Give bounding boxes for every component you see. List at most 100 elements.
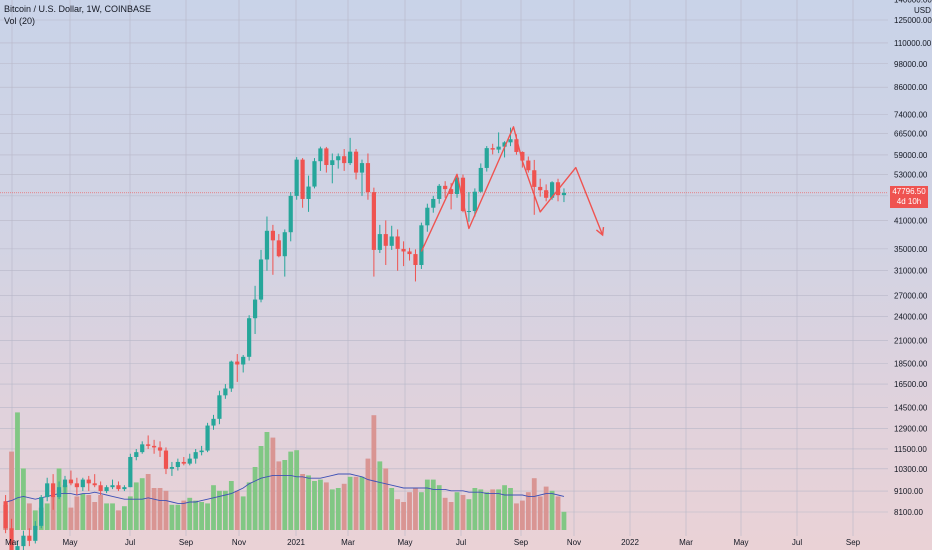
candle [348,137,353,166]
last-price-value: 47796.50 [892,187,926,196]
candle [336,153,341,169]
candle [3,495,8,534]
currency-label: USD [914,6,931,15]
candle [437,184,442,204]
volume-bar [32,510,38,530]
y-tick-label: 27000.00 [894,292,928,301]
candle-body [140,444,145,453]
candle-body [157,447,163,451]
volume-bar [252,467,258,530]
volume-bar [454,492,460,530]
candle-body [330,160,335,166]
x-tick-label: Nov [232,538,246,547]
candle-body [9,528,14,550]
candle [472,188,477,217]
candle [9,518,14,550]
volume-bar [15,412,20,530]
y-tick-label: 24000.00 [894,313,928,322]
y-tick-label: 98000.00 [894,60,928,69]
volume-bar [258,446,264,530]
candle-body [175,461,180,468]
volume-bar [478,489,484,530]
volume-bar [395,499,401,530]
volume-bar [525,492,531,530]
volume-bar [181,500,187,530]
candle [217,390,222,425]
candle [276,234,281,258]
candle [353,148,359,180]
volume-bar [484,492,490,530]
candle-body [86,479,91,484]
candle-body [549,182,555,198]
candle [300,158,305,208]
candle-body [496,146,501,150]
candle-body [45,483,50,498]
candle-body [128,456,133,488]
candle-body [389,236,394,246]
y-tick-label: 140000.00 [894,0,932,5]
volume-bar [460,495,466,530]
volume-bar [371,415,377,530]
candle [538,178,543,197]
candle-body [419,225,424,265]
volume-bar [270,437,276,530]
candle-body [365,163,371,193]
y-tick-label: 10300.00 [894,465,928,474]
volume-bar [549,490,555,530]
candle-body [33,525,38,541]
candle [312,158,317,189]
candle [163,447,169,475]
candle [169,461,175,476]
volume-bar [294,450,300,530]
candle-body [538,186,543,191]
x-tick-label: May [397,538,412,547]
candle-body [134,452,139,457]
y-tick-label: 86000.00 [894,83,928,92]
candle [383,220,388,265]
volume-bar [323,482,329,530]
candle [229,360,234,392]
candle-body [342,156,347,164]
y-tick-label: 66500.00 [894,129,928,138]
candle [389,225,394,250]
volume-bar [80,493,86,530]
y-tick-label: 59000.00 [894,151,928,160]
candle [264,216,270,271]
candle [104,485,109,494]
volume-bar [98,495,104,530]
volume-bar [442,497,448,530]
volume-bar [466,499,472,530]
candle [51,474,56,510]
candle-body [152,445,157,448]
volume-bar [21,468,26,530]
candle [45,477,50,502]
volume-bar [329,489,335,530]
candle [490,143,495,155]
volume-bar [163,490,169,530]
candle-body [92,483,97,486]
candle-body [193,452,198,459]
candle-body [377,234,382,250]
candle [146,435,151,449]
candle [128,453,133,488]
candle-body [306,186,311,199]
y-tick-label: 35000.00 [894,245,928,254]
candle [443,181,448,198]
candle-body [217,395,222,419]
candle-body [235,361,240,365]
volume-bar [430,479,436,530]
volume-bar [448,502,454,530]
candle [502,141,507,158]
volume-bar [288,451,294,530]
candle [193,448,198,464]
volume-bar [490,489,496,530]
volume-bar [116,510,121,530]
y-tick-label: 21000.00 [894,337,928,346]
candle-body [187,458,192,464]
y-tick-label: 11500.00 [894,445,927,454]
candle-body [211,418,216,426]
volume-bar [44,503,50,530]
candle [98,481,103,496]
candle [318,146,323,171]
